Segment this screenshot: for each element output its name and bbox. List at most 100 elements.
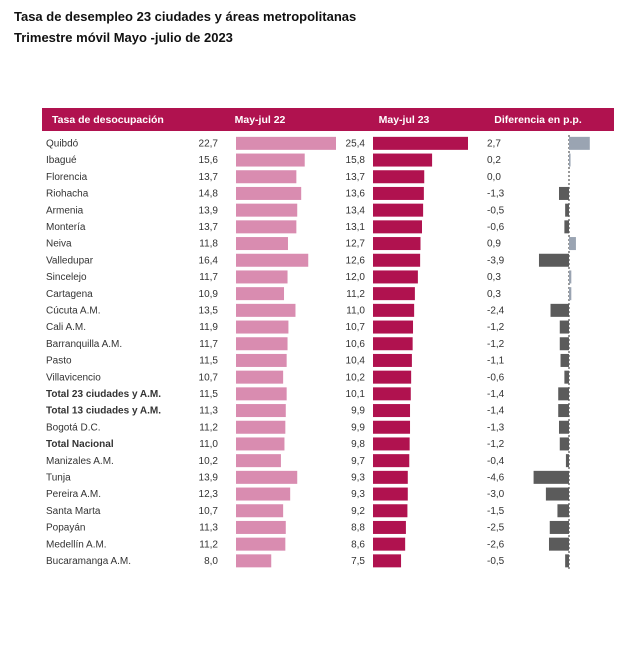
diff-bar (569, 237, 576, 251)
value-2022-label: 13,9 (199, 205, 219, 216)
diff-bar (557, 504, 569, 518)
diff-label: 2,7 (487, 139, 501, 150)
value-2022-label: 10,7 (199, 372, 219, 383)
bar-2023 (373, 454, 410, 468)
value-2022-label: 11,9 (199, 322, 218, 333)
diff-bar (545, 487, 569, 501)
city-label: Sincelejo (46, 272, 87, 283)
col-header-diff: Diferencia en p.p. (494, 114, 582, 126)
diff-label: -3,0 (487, 489, 505, 500)
value-2023-label: 13,1 (346, 222, 366, 233)
city-label: Pasto (46, 356, 72, 367)
value-2022-label: 13,7 (199, 172, 219, 183)
diff-bar (565, 454, 569, 468)
value-2023-label: 9,2 (351, 506, 365, 517)
diff-label: -0,6 (487, 222, 505, 233)
value-2022-label: 11,7 (199, 339, 218, 350)
header-band (42, 108, 614, 131)
value-2023-label: 10,4 (346, 356, 366, 367)
value-2022-label: 22,7 (199, 139, 219, 150)
value-2023-label: 11,0 (346, 306, 365, 317)
bar-2022 (236, 454, 281, 468)
diff-label: 0,3 (487, 289, 501, 300)
bar-2022 (236, 186, 302, 200)
city-label: Cali A.M. (46, 322, 86, 333)
diff-bar (558, 420, 569, 434)
diff-label: 0,3 (487, 272, 501, 283)
value-2022-label: 8,0 (204, 556, 218, 567)
city-label: Florencia (46, 172, 88, 183)
bar-2022 (236, 153, 305, 167)
diff-label: -0,5 (487, 205, 505, 216)
bar-2023 (373, 487, 408, 501)
diff-label: -1,2 (487, 339, 505, 350)
diff-label: -1,2 (487, 439, 505, 450)
value-2023-label: 10,7 (346, 322, 366, 333)
value-2023-label: 9,9 (351, 406, 365, 417)
value-2023-label: 8,8 (351, 523, 365, 534)
bar-2023 (373, 270, 418, 284)
bar-2022 (236, 387, 287, 401)
value-2022-label: 11,3 (199, 406, 218, 417)
diff-label: -1,3 (487, 422, 505, 433)
city-label: Quibdó (46, 139, 79, 150)
bar-2023 (373, 136, 468, 150)
value-2023-label: 9,3 (351, 489, 365, 500)
value-2022-label: 11,5 (199, 389, 218, 400)
diff-label: -0,5 (487, 556, 505, 567)
diff-label: -0,6 (487, 372, 505, 383)
diff-label: 0,2 (487, 155, 501, 166)
diff-label: -2,6 (487, 539, 505, 550)
bar-2023 (373, 186, 424, 200)
bar-2023 (373, 320, 414, 334)
bar-2023 (373, 437, 410, 451)
value-2022-label: 11,8 (199, 239, 218, 250)
diff-label: 0,0 (487, 172, 501, 183)
chart-title: Tasa de desempleo 23 ciudades y áreas me… (14, 9, 357, 24)
bar-2022 (236, 470, 298, 484)
diff-label: -2,4 (487, 306, 505, 317)
city-label: Santa Marta (46, 506, 101, 517)
diff-label: -1,5 (487, 506, 505, 517)
value-2022-label: 16,4 (199, 255, 219, 266)
bar-2023 (373, 353, 412, 367)
city-label: Barranquilla A.M. (46, 339, 122, 350)
diff-bar (558, 186, 569, 200)
city-label: Villavicencio (46, 372, 101, 383)
value-2023-label: 10,1 (346, 389, 366, 400)
diff-label: -0,4 (487, 456, 505, 467)
value-2023-label: 8,6 (351, 539, 365, 550)
bar-2022 (236, 437, 285, 451)
bar-2022 (236, 170, 297, 184)
value-2023-label: 10,6 (346, 339, 366, 350)
city-label: Popayán (46, 523, 85, 534)
diff-bar (564, 370, 569, 384)
diff-label: 0,9 (487, 239, 501, 250)
city-label: Bucaramanga A.M. (46, 556, 131, 567)
bar-2022 (236, 136, 336, 150)
bar-2022 (236, 420, 286, 434)
value-2022-label: 12,3 (199, 489, 219, 500)
city-label: Armenia (46, 205, 84, 216)
bar-2023 (373, 287, 415, 301)
diff-bar (558, 387, 569, 401)
bar-2022 (236, 520, 286, 534)
city-label: Cúcuta A.M. (46, 306, 100, 317)
value-2022-label: 10,9 (199, 289, 219, 300)
diff-bar (533, 470, 569, 484)
diff-bar (565, 554, 569, 568)
bar-2023 (373, 153, 433, 167)
diff-bar (564, 220, 569, 234)
city-label: Total 13 ciudades y A.M. (46, 406, 161, 417)
bar-2023 (373, 303, 415, 317)
diff-label: -1,3 (487, 189, 505, 200)
city-label: Pereira A.M. (46, 489, 101, 500)
bar-2022 (236, 404, 286, 418)
bar-2022 (236, 487, 291, 501)
city-label: Total Nacional (46, 439, 114, 450)
value-2022-label: 10,2 (199, 456, 219, 467)
bar-2023 (373, 504, 408, 518)
value-2022-label: 13,7 (199, 222, 219, 233)
city-label: Total 23 ciudades y A.M. (46, 389, 161, 400)
